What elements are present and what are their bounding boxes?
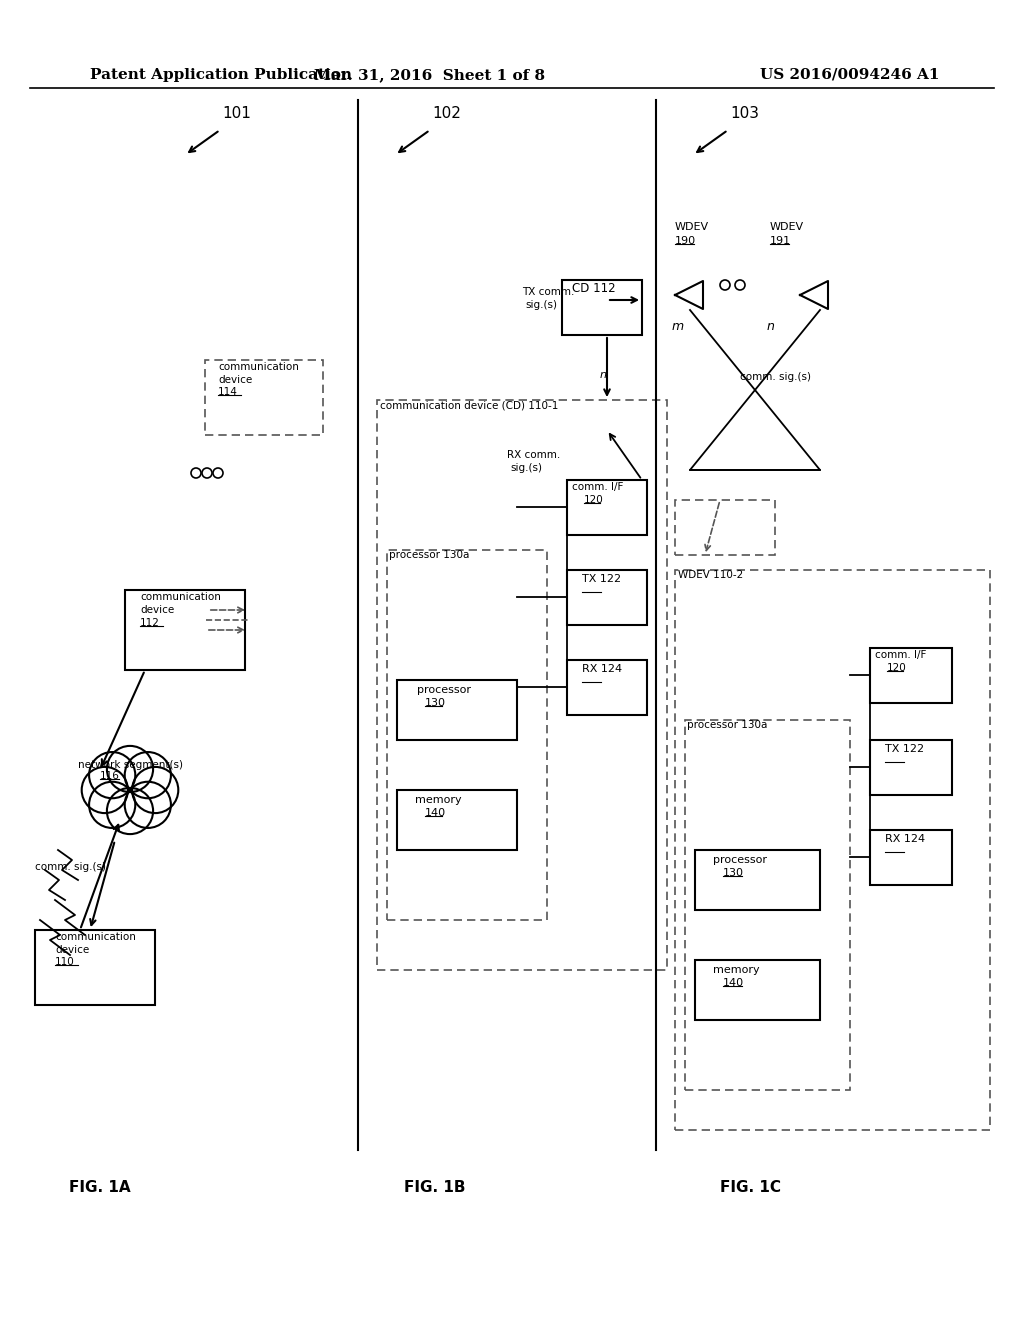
Text: n: n	[600, 370, 607, 380]
Text: RX 124: RX 124	[885, 834, 925, 843]
Text: processor 130a: processor 130a	[389, 550, 469, 560]
Bar	[675, 500, 775, 554]
Text: 140: 140	[723, 978, 744, 987]
Text: network segment(s): network segment(s)	[78, 760, 183, 770]
Text: communication: communication	[140, 591, 221, 602]
Text: 101: 101	[222, 106, 251, 121]
Bar	[562, 280, 642, 335]
Bar	[870, 648, 952, 704]
Text: communication device (CD) 110-1: communication device (CD) 110-1	[380, 400, 558, 411]
Text: RX 124: RX 124	[582, 664, 623, 675]
Bar	[387, 550, 547, 920]
Text: TX comm.: TX comm.	[522, 286, 574, 297]
Bar	[870, 830, 952, 884]
Text: comm. I/F: comm. I/F	[874, 649, 927, 660]
Text: CD 112: CD 112	[572, 282, 615, 294]
Text: m: m	[672, 319, 684, 333]
Text: 110: 110	[55, 957, 75, 968]
Text: sig.(s): sig.(s)	[510, 463, 542, 473]
Text: 116: 116	[100, 771, 120, 781]
Bar	[205, 360, 323, 436]
Bar	[567, 480, 647, 535]
Text: FIG. 1C: FIG. 1C	[720, 1180, 780, 1195]
Text: Patent Application Publication: Patent Application Publication	[90, 69, 352, 82]
Text: comm. I/F: comm. I/F	[572, 482, 624, 492]
Bar	[695, 850, 820, 909]
Text: 102: 102	[432, 106, 461, 121]
Bar	[377, 400, 667, 970]
Text: memory: memory	[713, 965, 760, 975]
Text: processor 130a: processor 130a	[687, 719, 767, 730]
Text: 191: 191	[770, 236, 792, 246]
Text: 130: 130	[425, 698, 446, 708]
Text: device: device	[218, 375, 252, 385]
Bar	[567, 570, 647, 624]
Text: TX 122: TX 122	[582, 574, 622, 583]
Text: FIG. 1B: FIG. 1B	[404, 1180, 466, 1195]
Text: sig.(s): sig.(s)	[525, 300, 557, 310]
Text: communication: communication	[218, 362, 299, 372]
Bar	[695, 960, 820, 1020]
Text: TX 122: TX 122	[885, 744, 924, 754]
Bar	[685, 719, 850, 1090]
Bar	[870, 741, 952, 795]
Text: processor: processor	[417, 685, 471, 696]
Text: communication: communication	[55, 932, 136, 942]
Text: memory: memory	[415, 795, 462, 805]
Bar	[35, 931, 155, 1005]
Text: WDEV 110-2: WDEV 110-2	[678, 570, 743, 579]
Text: FIG. 1A: FIG. 1A	[70, 1180, 131, 1195]
Text: US 2016/0094246 A1: US 2016/0094246 A1	[761, 69, 940, 82]
Text: 140: 140	[425, 808, 446, 818]
Bar	[397, 680, 517, 741]
Bar	[675, 570, 990, 1130]
Text: WDEV: WDEV	[770, 222, 804, 232]
Bar	[125, 590, 245, 671]
Bar	[567, 660, 647, 715]
Text: WDEV: WDEV	[675, 222, 710, 232]
Text: 190: 190	[675, 236, 696, 246]
Text: 114: 114	[218, 387, 238, 397]
Text: 120: 120	[887, 663, 906, 673]
Text: n: n	[767, 319, 775, 333]
Text: processor: processor	[713, 855, 767, 865]
Text: comm. sig.(s): comm. sig.(s)	[740, 372, 811, 381]
Text: RX comm.: RX comm.	[507, 450, 560, 459]
Text: 103: 103	[730, 106, 759, 121]
Bar	[397, 789, 517, 850]
Text: comm. sig.(s): comm. sig.(s)	[35, 862, 106, 873]
Text: 120: 120	[584, 495, 604, 506]
Text: device: device	[55, 945, 89, 954]
Text: 130: 130	[723, 869, 744, 878]
Text: 112: 112	[140, 618, 160, 628]
Text: device: device	[140, 605, 174, 615]
Text: Mar. 31, 2016  Sheet 1 of 8: Mar. 31, 2016 Sheet 1 of 8	[314, 69, 546, 82]
